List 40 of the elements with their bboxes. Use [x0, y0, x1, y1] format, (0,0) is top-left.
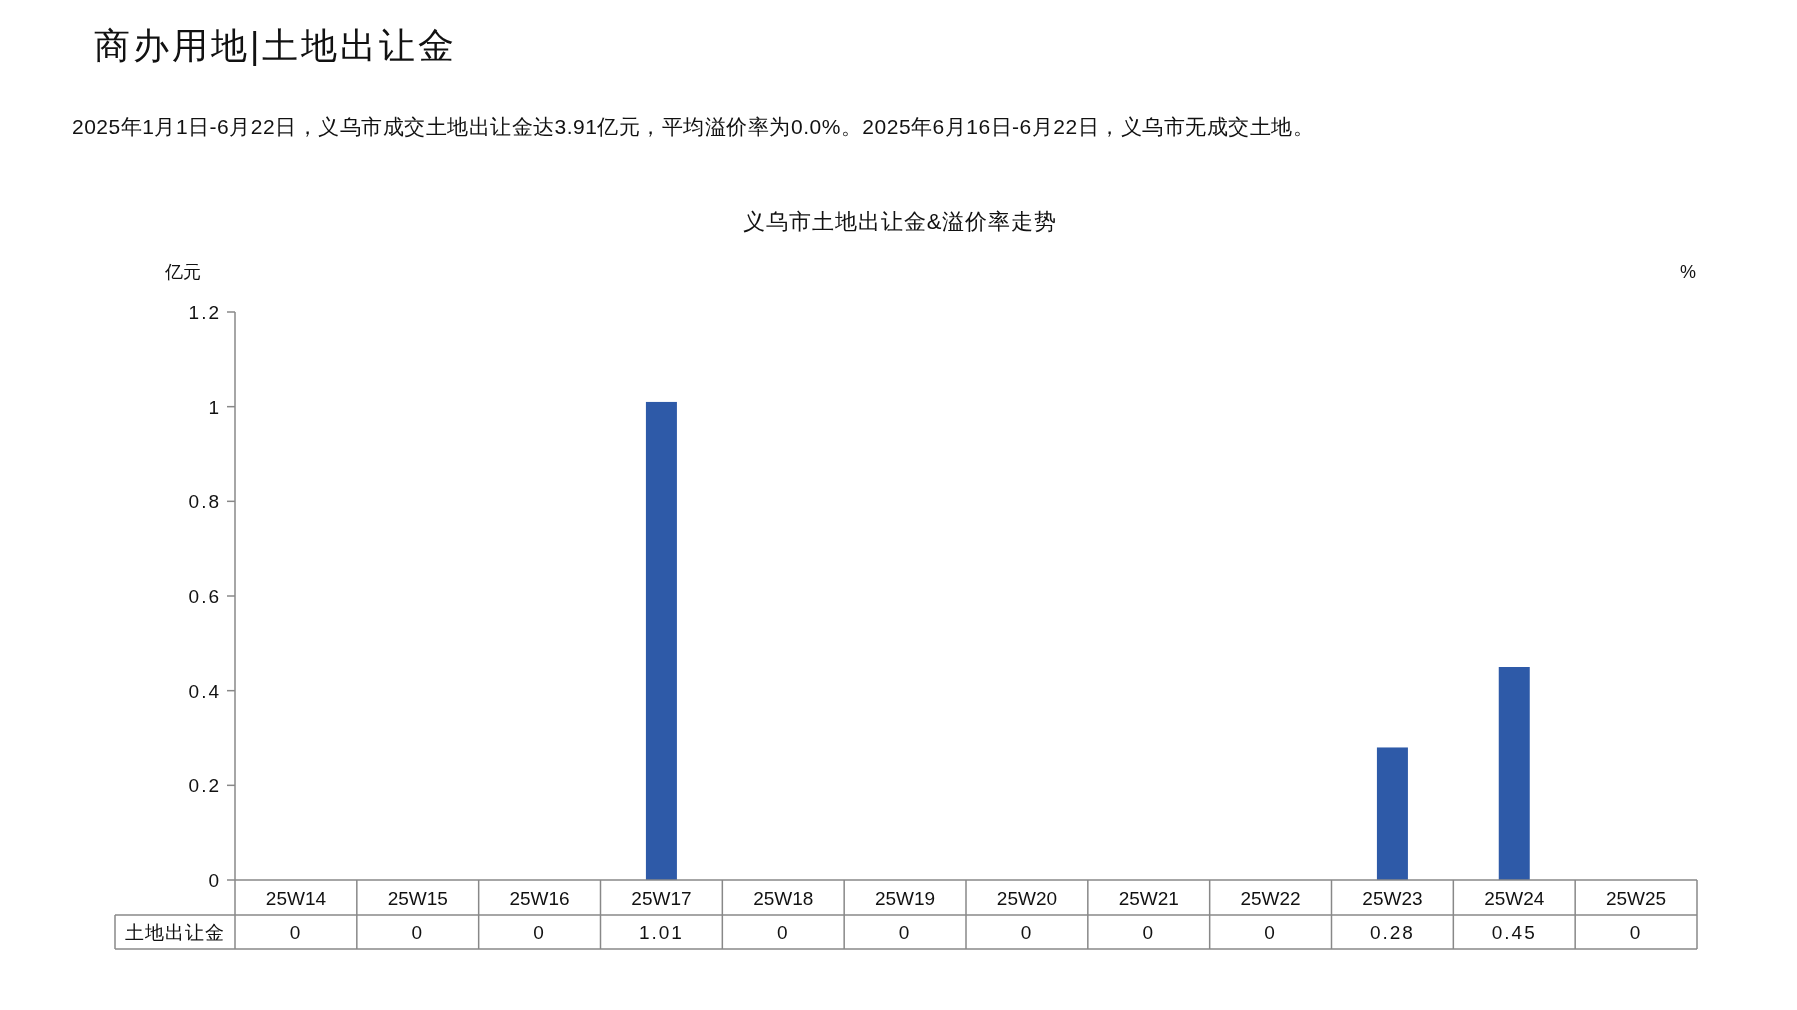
data-label: 0 [533, 922, 546, 943]
x-tick-label: 25W21 [1118, 888, 1179, 909]
text: 土地出让金 [125, 922, 225, 943]
data-label: 0 [1264, 922, 1277, 943]
data-label: 0.28 [1369, 922, 1415, 943]
x-tick-label: 25W20 [996, 888, 1058, 909]
data-label: 0 [1020, 922, 1034, 943]
bar [645, 401, 677, 880]
x-tick-label: 25W15 [387, 888, 448, 909]
y-tick-label: 1 [208, 396, 221, 418]
x-tick-label: 25W24 [1484, 888, 1545, 909]
y-axis-title: 亿元 [164, 262, 201, 282]
text: 2025年1月1日-6月22日，义乌市成交土地出让金达3.91亿元，平均溢价率为0.0%。2025年6月16日-6月22日，义乌市无成交土地。 [72, 115, 1315, 138]
y-tick-label: 0.8 [188, 491, 221, 513]
data-label: 0 [776, 922, 790, 943]
x-tick-label: 25W23 [1362, 888, 1423, 909]
chart-title: 义乌市土地出让金&溢价率走势 [742, 209, 1058, 234]
data-label: 0 [1629, 922, 1643, 943]
data-label: 0 [1142, 922, 1156, 943]
y-tick-label: 0.4 [188, 680, 221, 702]
x-tick-label: 25W16 [509, 888, 570, 909]
data-label: 0 [411, 922, 425, 943]
x-tick-label: 25W14 [265, 888, 327, 909]
data-label: 0 [898, 922, 912, 943]
x-tick-label: 25W18 [753, 888, 814, 909]
text: 商办用地|土地出让金 [94, 25, 458, 66]
y-tick-label: 0.2 [188, 775, 221, 797]
x-tick-label: 25W17 [631, 888, 692, 909]
x-tick-label: 25W22 [1240, 888, 1301, 909]
y-tick-label: 0 [208, 870, 221, 891]
data-label: 1.01 [638, 922, 684, 943]
y-tick-label: 1.2 [188, 302, 221, 323]
bar [1498, 667, 1530, 880]
bar [1376, 747, 1408, 880]
x-tick-label: 25W25 [1605, 888, 1667, 909]
y2-axis-title: % [1679, 262, 1697, 282]
data-label: 0.45 [1491, 922, 1537, 943]
x-tick-label: 25W19 [874, 888, 936, 909]
data-label: 0 [289, 922, 303, 943]
y-tick-label: 0.6 [188, 586, 221, 607]
